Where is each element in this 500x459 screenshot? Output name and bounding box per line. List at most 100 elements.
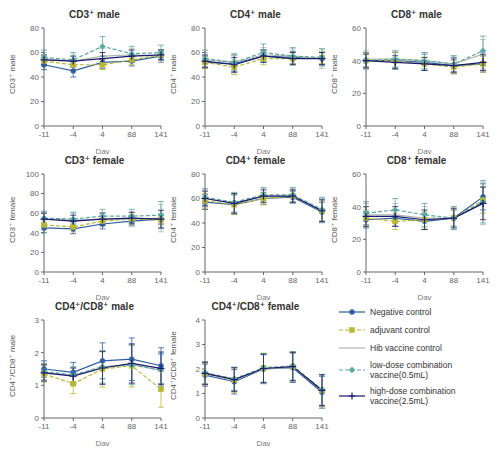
svg-text:141: 141 [315,130,329,139]
svg-text:Day: Day [256,439,270,446]
html-text:CD3⁺ male: CD3⁺ male [69,9,120,20]
svg-text:60: 60 [191,48,200,57]
svg-text:Day: Day [95,147,109,154]
svg-text:141: 141 [315,276,329,285]
svg-text:0: 0 [35,122,40,131]
svg-text:Day: Day [256,147,270,154]
svg-text:4: 4 [100,422,105,431]
html-text:CD3⁺ female: CD3⁺ female [64,155,125,166]
svg-text:100: 100 [26,170,40,179]
svg-text:1: 1 [196,389,201,398]
svg-text:141: 141 [315,422,329,431]
svg-text:88: 88 [127,422,136,431]
svg-text:40: 40 [352,203,361,212]
svg-text:0: 0 [196,122,201,131]
html-text:adjuvant control: adjuvant control [370,325,430,335]
svg-text:0: 0 [357,122,362,131]
svg-text:-11: -11 [361,130,373,139]
svg-text:141: 141 [154,422,168,431]
svg-text:-4: -4 [392,276,400,285]
svg-text:1: 1 [35,381,40,390]
svg-text:4: 4 [100,276,105,285]
html-text:low-dose combination vaccine(0: low-dose combination vaccine(0.5mL) [370,360,453,380]
svg-text:-4: -4 [231,130,239,139]
svg-text:2: 2 [196,365,201,374]
svg-text:88: 88 [127,276,136,285]
html-text:CD4⁺ male: CD4⁺ male [230,9,281,20]
svg-text:60: 60 [30,209,39,218]
svg-text:4: 4 [422,276,427,285]
svg-text:4: 4 [261,422,266,431]
svg-text:88: 88 [288,276,297,285]
svg-text:Day: Day [417,147,431,154]
svg-text:40: 40 [352,57,361,66]
svg-text:-11: -11 [200,130,212,139]
svg-text:80: 80 [30,24,39,33]
svg-text:141: 141 [154,276,168,285]
svg-text:-11: -11 [200,422,212,431]
html-text:CD4⁺ female: CD4⁺ female [225,155,286,166]
svg-text:Day: Day [256,293,270,300]
svg-text:-11: -11 [39,422,51,431]
svg-text:Day: Day [95,293,109,300]
svg-text:-4: -4 [70,130,78,139]
svg-text:2: 2 [35,349,40,358]
svg-text:88: 88 [288,130,297,139]
svg-text:-4: -4 [231,422,239,431]
svg-text:20: 20 [352,235,361,244]
svg-text:60: 60 [352,24,361,33]
svg-text:141: 141 [476,276,490,285]
svg-text:60: 60 [352,170,361,179]
svg-text:3: 3 [196,340,201,349]
svg-text:0: 0 [196,268,201,277]
svg-text:4: 4 [261,276,266,285]
svg-text:40: 40 [30,229,39,238]
svg-text:-11: -11 [361,276,373,285]
svg-text:-11: -11 [39,130,51,139]
svg-text:141: 141 [476,130,490,139]
svg-text:-4: -4 [70,422,78,431]
svg-text:4: 4 [196,316,201,325]
svg-text:60: 60 [30,48,39,57]
svg-text:3: 3 [35,316,40,325]
svg-text:0: 0 [35,268,40,277]
svg-text:40: 40 [191,73,200,82]
svg-text:141: 141 [154,130,168,139]
svg-text:-4: -4 [70,276,78,285]
svg-text:40: 40 [191,219,200,228]
svg-text:20: 20 [30,97,39,106]
svg-text:88: 88 [127,130,136,139]
svg-text:0: 0 [357,268,362,277]
html-text:Hib vaccine control: Hib vaccine control [370,343,442,353]
svg-text:20: 20 [30,248,39,257]
svg-text:20: 20 [352,89,361,98]
svg-text:20: 20 [191,243,200,252]
html-text:CD8⁺ female: CD8⁺ female [386,155,447,166]
svg-text:4: 4 [422,130,427,139]
svg-text:-11: -11 [200,276,212,285]
html-text:CD3⁺ male: CD3⁺ male [8,54,17,94]
svg-text:4: 4 [261,130,266,139]
svg-text:0: 0 [35,414,40,423]
svg-text:0: 0 [196,414,201,423]
svg-text:4: 4 [100,130,105,139]
svg-text:Day: Day [95,439,109,446]
html-text:high-dose combination vaccine(: high-dose combination vaccine(2.5mL) [370,386,456,406]
svg-text:60: 60 [191,194,200,203]
svg-text:-11: -11 [39,276,51,285]
svg-text:-4: -4 [392,130,400,139]
html-text:Negative control: Negative control [370,307,432,317]
svg-text:88: 88 [449,276,458,285]
html-text:CD8⁺ male: CD8⁺ male [391,9,442,20]
svg-text:20: 20 [191,97,200,106]
svg-text:80: 80 [191,24,200,33]
svg-text:80: 80 [191,170,200,179]
svg-text:-4: -4 [231,276,239,285]
html-text:CD4⁺/CD8⁺ male: CD4⁺/CD8⁺ male [55,301,134,312]
html-text:CD4⁺/CD8⁺ female: CD4⁺/CD8⁺ female [211,301,300,312]
svg-text:88: 88 [288,422,297,431]
svg-text:88: 88 [449,130,458,139]
svg-text:80: 80 [30,189,39,198]
svg-text:40: 40 [30,73,39,82]
svg-text:Day: Day [417,293,431,300]
